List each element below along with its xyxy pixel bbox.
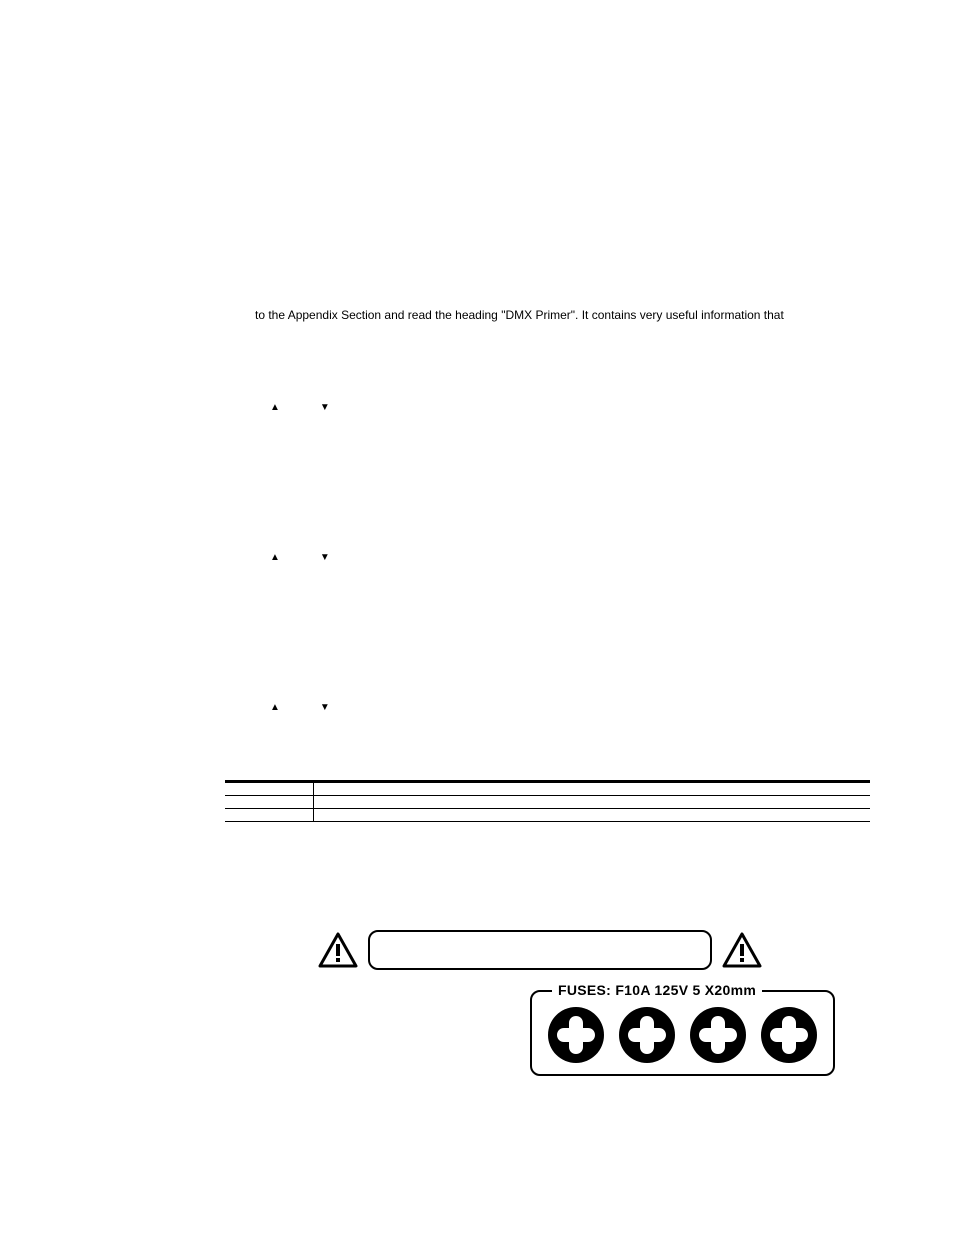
fuse-panel-legend: FUSES: F10A 125V 5 X20mm xyxy=(552,982,762,998)
table-cell xyxy=(225,809,314,822)
data-table xyxy=(225,780,870,822)
table-cell xyxy=(314,809,871,822)
caution-bar xyxy=(250,930,830,970)
arrow-down-icon xyxy=(320,402,330,413)
fuse-icon xyxy=(618,1006,676,1064)
arrow-up-icon xyxy=(270,552,280,563)
table-cell xyxy=(225,796,314,809)
warning-triangle-icon xyxy=(722,932,762,968)
body-paragraph: to the Appendix Section and read the hea… xyxy=(255,307,865,324)
fuse-row xyxy=(540,1006,825,1064)
table-cell xyxy=(314,796,871,809)
step-2 xyxy=(270,550,870,570)
arrow-up-icon xyxy=(270,402,280,413)
document-page: to the Appendix Section and read the hea… xyxy=(0,0,954,1235)
fuse-icon xyxy=(760,1006,818,1064)
fuse-panel: FUSES: F10A 125V 5 X20mm xyxy=(530,990,835,1076)
arrow-down-icon xyxy=(320,552,330,563)
step-3 xyxy=(270,700,870,720)
arrow-up-icon xyxy=(270,702,280,713)
body-paragraph-text: to the Appendix Section and read the hea… xyxy=(255,308,784,322)
table-header-row xyxy=(225,782,870,796)
step-2-arrows xyxy=(270,550,870,564)
fuse-icon xyxy=(547,1006,605,1064)
caution-box xyxy=(368,930,712,970)
table-row xyxy=(225,809,870,822)
table-header-cell xyxy=(314,782,871,796)
table-header-cell xyxy=(225,782,314,796)
arrow-down-icon xyxy=(320,702,330,713)
step-1-arrows xyxy=(270,400,870,414)
step-3-arrows xyxy=(270,700,870,714)
warning-triangle-icon xyxy=(318,932,358,968)
table-row xyxy=(225,796,870,809)
fuse-icon xyxy=(689,1006,747,1064)
step-1 xyxy=(270,400,870,420)
